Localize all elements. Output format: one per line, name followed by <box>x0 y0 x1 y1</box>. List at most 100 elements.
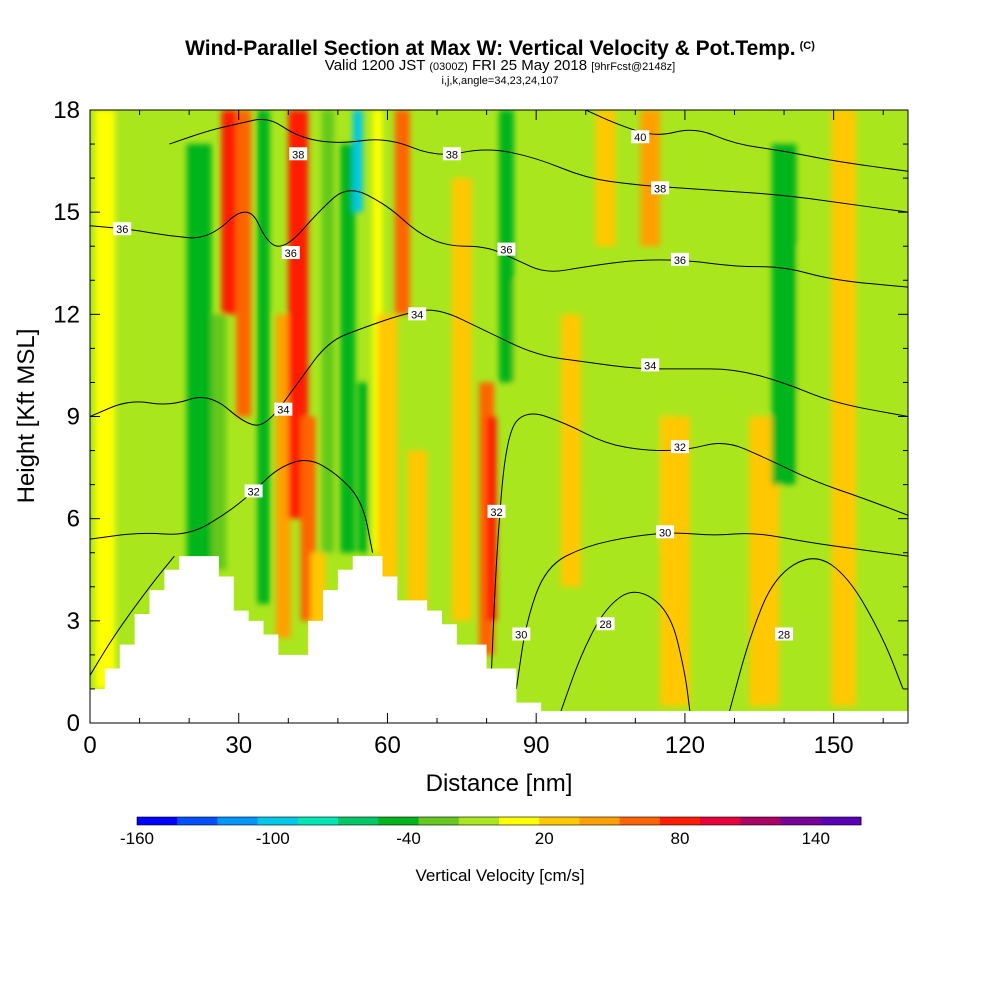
theta-contours <box>90 110 908 712</box>
svg-text:30: 30 <box>515 629 527 641</box>
theta-contour-28-0 <box>560 591 691 712</box>
velocity-column-3 <box>211 314 227 570</box>
plot-area: 36 38 36 34 32 38 36 34 40 38 36 34 32 30 32 30 28 28 <box>90 110 908 723</box>
theta-contour-40-9 <box>585 110 908 172</box>
colorbar-swatch-4 <box>297 817 339 825</box>
svg-text:36: 36 <box>285 248 297 260</box>
contour-label-3: 34 <box>274 402 293 417</box>
colorbar-swatch-16 <box>780 817 822 825</box>
theta-contour-38-8 <box>169 118 908 213</box>
velocity-column-4 <box>221 110 237 315</box>
contour-labels: 36 38 36 34 32 38 36 34 40 38 36 34 32 30 32 30 28 28 <box>113 130 794 641</box>
svg-text:38: 38 <box>446 149 458 161</box>
contour-label-7: 34 <box>408 307 427 321</box>
chart-subtitle: Valid 1200 JST (0300Z) FRI 25 May 2018 [… <box>0 58 1000 75</box>
contour-label-4: 32 <box>244 484 263 498</box>
y-tick-label-12: 12 <box>53 301 80 328</box>
theta-contour-30-3 <box>515 532 908 690</box>
svg-text:32: 32 <box>490 507 502 519</box>
contour-label-14: 32 <box>487 504 506 519</box>
svg-text:38: 38 <box>292 149 304 161</box>
colorbar-swatch-11 <box>579 817 621 825</box>
colorbar: -160 -100 -40 20 80 140 <box>120 816 862 848</box>
velocity-column-24 <box>560 314 581 587</box>
svg-text:34: 34 <box>644 360 656 372</box>
velocity-column-18 <box>407 450 428 621</box>
contour-label-17: 28 <box>775 627 794 641</box>
contour-label-0: 36 <box>113 222 132 236</box>
velocity-column-21 <box>486 416 497 621</box>
y-tick-label-9: 9 <box>67 404 80 431</box>
contour-label-16: 28 <box>596 617 615 631</box>
colorbar-swatch-5 <box>338 817 379 825</box>
velocity-column-12 <box>340 144 356 553</box>
velocity-column-25 <box>588 484 604 706</box>
velocity-column-14 <box>357 382 368 553</box>
colorbar-swatch-15 <box>740 817 782 825</box>
velocity-column-30 <box>684 110 705 213</box>
velocity-field <box>94 110 894 706</box>
velocity-column-29 <box>660 416 690 706</box>
theta-contour-28-1 <box>729 558 904 712</box>
velocity-column-8 <box>288 110 309 519</box>
colorbar-swatch-3 <box>257 817 299 825</box>
svg-text:38: 38 <box>654 183 666 195</box>
colorbar-swatch-0 <box>137 817 178 825</box>
colorbar-swatch-17 <box>820 817 862 825</box>
theta-contour-34-6 <box>90 309 908 426</box>
colorbar-swatch-9 <box>499 817 540 825</box>
svg-text:32: 32 <box>247 486 259 498</box>
contour-label-2: 36 <box>281 246 300 260</box>
colorbar-swatch-7 <box>418 817 460 825</box>
x-tick-label-150: 150 <box>814 732 854 759</box>
svg-text:28: 28 <box>599 619 611 631</box>
colorbar-swatch-6 <box>378 817 420 825</box>
terrain-mask <box>90 556 908 723</box>
chart-title-mark: (C) <box>799 40 815 52</box>
subtitle-valid: Valid 1200 JST <box>324 57 426 74</box>
velocity-column-19 <box>451 178 472 621</box>
colorbar-swatch-13 <box>659 817 701 825</box>
x-tick-label-30: 30 <box>225 732 252 759</box>
velocity-column-27 <box>640 110 661 247</box>
velocity-column-33 <box>771 144 797 485</box>
velocity-column-16 <box>377 314 398 587</box>
colorbar-tick-3: 20 <box>535 829 554 848</box>
contour-label-8: 40 <box>631 130 650 144</box>
subtitle-utc: (0300Z) <box>429 61 468 73</box>
svg-text:34: 34 <box>411 309 423 321</box>
colorbar-swatch-14 <box>700 817 741 825</box>
theta-contour-30-2 <box>90 555 175 676</box>
svg-text:36: 36 <box>116 224 128 236</box>
velocity-column-1 <box>114 110 145 672</box>
contour-label-12: 32 <box>670 440 689 454</box>
svg-text:28: 28 <box>778 629 790 641</box>
colorbar-swatch-1 <box>177 817 218 825</box>
y-axis-label: Height [Kft MSL] <box>13 329 40 504</box>
velocity-column-34 <box>798 246 819 621</box>
contour-label-9: 38 <box>651 181 670 195</box>
colorbar-swatch-2 <box>217 817 259 825</box>
velocity-column-7 <box>275 314 291 638</box>
colorbar-swatch-8 <box>458 817 500 825</box>
y-tick-label-3: 3 <box>67 608 80 635</box>
velocity-column-13 <box>352 110 363 213</box>
x-tick-label-90: 90 <box>523 732 550 759</box>
y-tick-label-0: 0 <box>67 710 80 737</box>
contour-label-5: 38 <box>442 147 461 161</box>
chart-title: Wind-Parallel Section at Max W: Vertical… <box>0 34 1000 61</box>
x-tick-label-0: 0 <box>83 732 96 759</box>
subtitle-date: FRI 25 May 2018 <box>472 57 588 74</box>
x-tick-label-60: 60 <box>374 732 401 759</box>
contour-label-10: 36 <box>670 252 689 267</box>
chart-title-text: Wind-Parallel Section at Max W: Vertical… <box>185 37 796 60</box>
colorbar-swatch-12 <box>619 817 661 825</box>
velocity-column-17 <box>394 110 410 315</box>
colorbar-label: Vertical Velocity [cm/s] <box>415 866 584 885</box>
svg-text:40: 40 <box>634 132 646 144</box>
svg-text:34: 34 <box>277 405 289 417</box>
svg-text:30: 30 <box>659 527 671 539</box>
colorbar-swatch-10 <box>539 817 580 825</box>
contour-label-15: 30 <box>512 627 531 641</box>
velocity-column-11 <box>321 110 335 553</box>
